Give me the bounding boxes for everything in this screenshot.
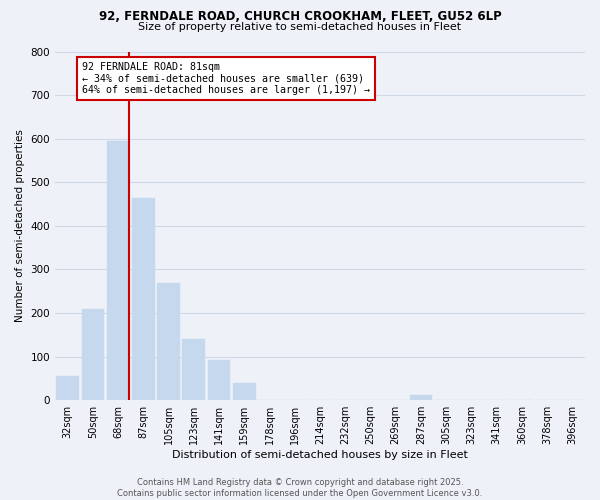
Bar — [208, 360, 230, 400]
Bar — [56, 376, 79, 400]
Text: Contains HM Land Registry data © Crown copyright and database right 2025.
Contai: Contains HM Land Registry data © Crown c… — [118, 478, 482, 498]
Bar — [157, 282, 180, 400]
X-axis label: Distribution of semi-detached houses by size in Fleet: Distribution of semi-detached houses by … — [172, 450, 468, 460]
Bar — [233, 383, 256, 400]
Y-axis label: Number of semi-detached properties: Number of semi-detached properties — [15, 130, 25, 322]
Bar — [132, 198, 155, 400]
Text: Size of property relative to semi-detached houses in Fleet: Size of property relative to semi-detach… — [139, 22, 461, 32]
Bar — [410, 395, 433, 400]
Text: 92, FERNDALE ROAD, CHURCH CROOKHAM, FLEET, GU52 6LP: 92, FERNDALE ROAD, CHURCH CROOKHAM, FLEE… — [98, 10, 502, 23]
Bar — [107, 141, 130, 400]
Bar — [82, 308, 104, 400]
Text: 92 FERNDALE ROAD: 81sqm
← 34% of semi-detached houses are smaller (639)
64% of s: 92 FERNDALE ROAD: 81sqm ← 34% of semi-de… — [82, 62, 370, 95]
Bar — [182, 339, 205, 400]
